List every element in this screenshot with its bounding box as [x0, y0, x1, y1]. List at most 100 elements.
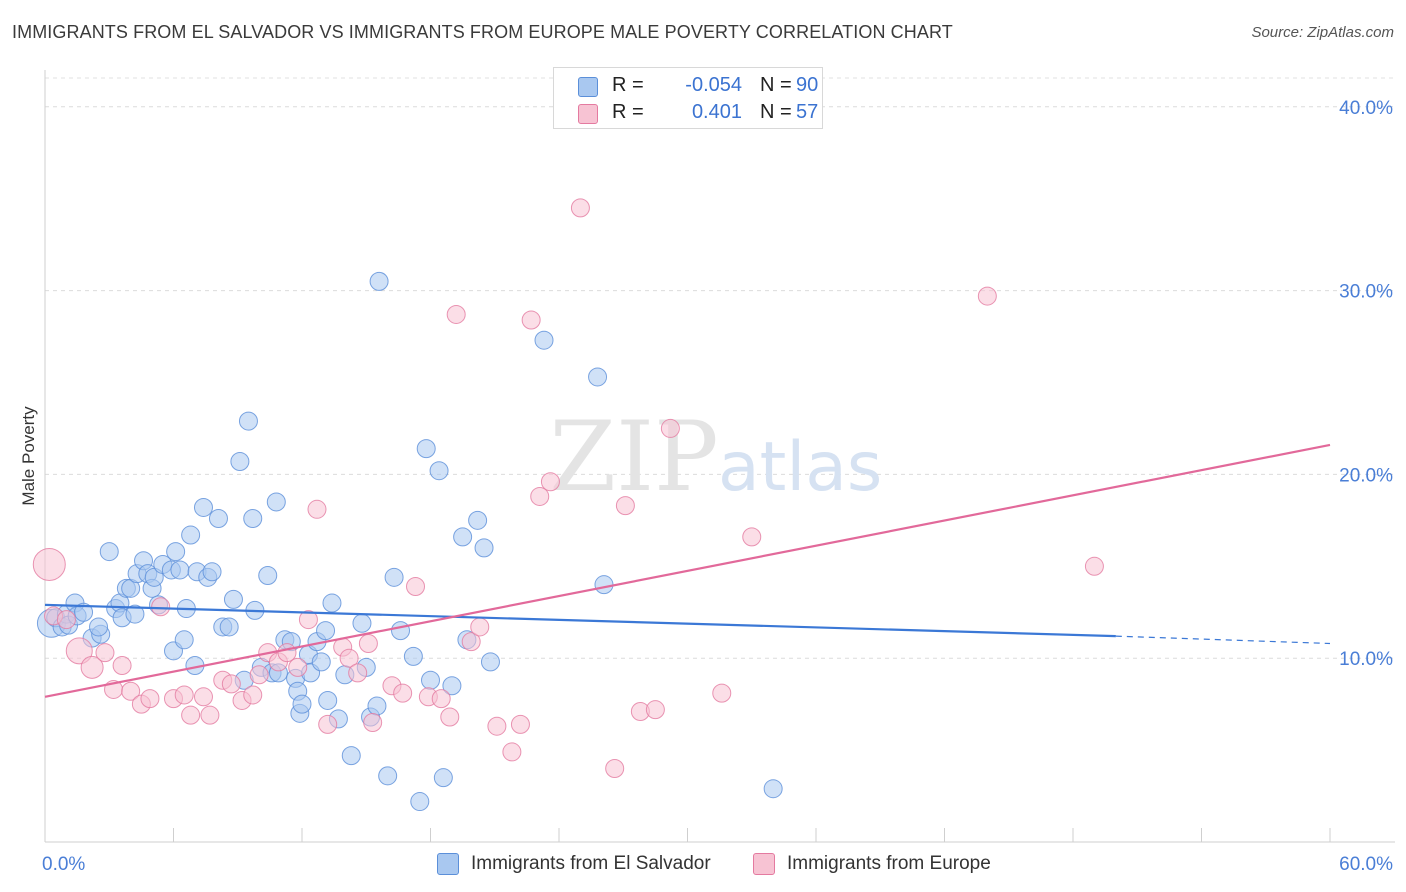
- swatch-el-salvador: [578, 77, 598, 97]
- point-europe: [470, 617, 490, 637]
- point-europe: [243, 685, 263, 705]
- point-el-salvador: [258, 565, 278, 585]
- point-el-salvador: [534, 330, 554, 350]
- point-europe: [461, 632, 481, 652]
- point-el-salvador: [416, 439, 436, 459]
- point-europe: [363, 713, 383, 733]
- series-el-salvador: [36, 271, 783, 812]
- point-el-salvador: [384, 567, 404, 587]
- point-europe: [446, 304, 466, 324]
- point-el-salvador: [193, 497, 213, 517]
- point-el-salvador: [292, 694, 312, 714]
- point-el-salvador: [763, 779, 783, 799]
- point-el-salvador: [219, 617, 239, 637]
- watermark: ZIP atlas: [549, 401, 882, 513]
- point-europe: [140, 689, 160, 709]
- point-europe: [249, 665, 269, 685]
- point-europe: [615, 496, 635, 516]
- point-el-salvador: [311, 652, 331, 672]
- point-el-salvador: [230, 452, 250, 472]
- axes: 10.0% 20.0% 30.0% 40.0% 0.0% 60.0%: [42, 70, 1395, 875]
- point-europe: [502, 742, 522, 762]
- point-europe: [487, 716, 507, 736]
- point-europe: [151, 597, 171, 617]
- point-europe: [200, 705, 220, 725]
- x-tick-label: 0.0%: [42, 854, 85, 875]
- watermark-atlas: atlas: [718, 428, 882, 507]
- r-value: -0.054: [685, 74, 742, 96]
- point-europe: [193, 687, 213, 707]
- point-el-salvador: [421, 670, 440, 690]
- point-europe: [174, 685, 194, 705]
- y-tick-label: 10.0%: [1339, 649, 1393, 670]
- point-europe: [181, 705, 201, 725]
- point-europe: [112, 656, 132, 676]
- point-el-salvador: [594, 575, 614, 595]
- point-europe: [298, 610, 318, 630]
- point-el-salvador: [369, 271, 389, 291]
- point-el-salvador: [453, 527, 473, 547]
- point-el-salvador: [341, 746, 361, 766]
- point-europe: [358, 633, 378, 653]
- point-el-salvador: [367, 696, 387, 716]
- point-europe: [977, 286, 997, 306]
- point-el-salvador: [238, 411, 258, 431]
- grid: [45, 77, 1395, 659]
- trend-line-el-salvador: [44, 603, 1116, 638]
- y-axis-label: Male Poverty: [19, 406, 38, 506]
- swatch-europe: [578, 104, 598, 124]
- point-el-salvador: [433, 768, 453, 788]
- point-europe: [65, 637, 93, 665]
- trend-line-el-salvador-extension: [1115, 635, 1331, 645]
- point-el-salvador: [588, 367, 608, 387]
- point-europe: [339, 648, 359, 668]
- point-el-salvador: [442, 676, 462, 696]
- point-el-salvador: [378, 766, 398, 786]
- point-europe: [645, 700, 665, 720]
- watermark-zip: ZIP: [549, 401, 718, 513]
- point-europe: [540, 472, 560, 492]
- point-el-salvador: [202, 562, 222, 582]
- point-europe: [80, 655, 104, 679]
- point-europe: [307, 499, 327, 519]
- point-europe: [56, 610, 76, 630]
- y-tick-label: 40.0%: [1339, 98, 1393, 119]
- point-el-salvador: [166, 542, 186, 562]
- point-europe: [712, 683, 732, 703]
- y-tick-label: 30.0%: [1339, 282, 1393, 303]
- point-europe: [570, 198, 590, 218]
- point-el-salvador: [266, 492, 286, 512]
- point-europe: [95, 643, 115, 663]
- point-europe: [406, 577, 426, 597]
- point-el-salvador: [474, 538, 494, 558]
- point-europe: [742, 527, 762, 547]
- trend-line-europe: [44, 443, 1331, 698]
- correlation-legend: R = -0.054 N = 90 R = 0.401 N = 57: [553, 67, 823, 129]
- point-el-salvador: [125, 604, 145, 624]
- point-el-salvador: [429, 461, 449, 481]
- series-legend: Immigrants from El Salvador Immigrants f…: [0, 852, 1406, 878]
- point-europe: [221, 674, 241, 694]
- chart-title: IMMIGRANTS FROM EL SALVADOR VS IMMIGRANT…: [12, 22, 953, 42]
- n-label: N =: [760, 101, 792, 123]
- x-tick-label: 60.0%: [1339, 854, 1393, 875]
- point-el-salvador: [99, 542, 119, 562]
- point-el-salvador: [208, 508, 228, 528]
- point-europe: [121, 681, 141, 701]
- point-el-salvador: [322, 593, 342, 613]
- source-label: Source: ZipAtlas.com: [1251, 24, 1394, 41]
- legend-swatch-el-salvador: [437, 853, 459, 875]
- point-el-salvador: [243, 508, 263, 528]
- point-europe: [1084, 556, 1104, 576]
- legend-label-el-salvador: Immigrants from El Salvador: [471, 853, 711, 874]
- point-europe: [440, 707, 460, 727]
- series-europe: [32, 198, 1104, 778]
- point-el-salvador: [391, 621, 411, 641]
- point-el-salvador: [410, 792, 430, 812]
- point-el-salvador: [170, 560, 190, 580]
- point-el-salvador: [403, 646, 423, 666]
- point-europe: [393, 683, 413, 703]
- point-europe: [32, 547, 66, 581]
- point-europe: [318, 714, 338, 734]
